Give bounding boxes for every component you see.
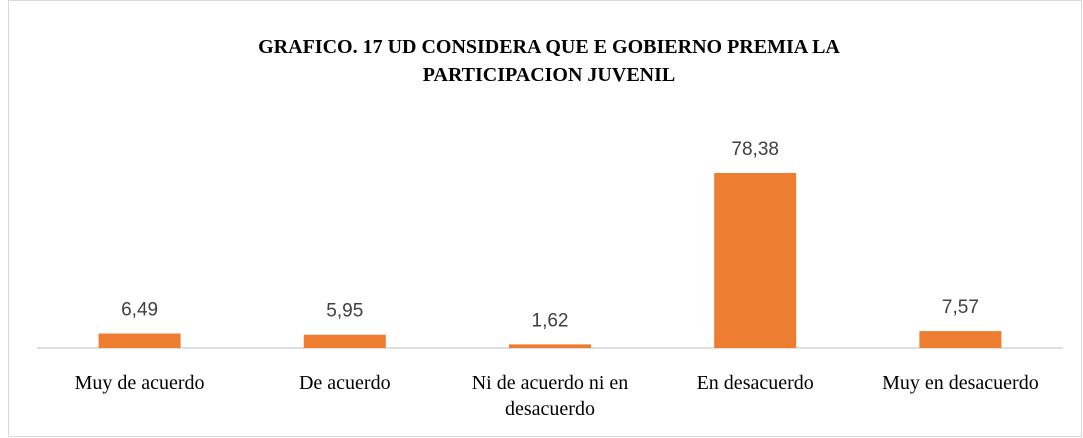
chart-frame [8, 0, 1082, 437]
data-label: 1,62 [532, 310, 569, 331]
data-label: 5,95 [326, 301, 363, 322]
x-tick-label: Muy en desacuerdo [882, 372, 1039, 394]
x-tick-label: De acuerdo [298, 372, 391, 394]
x-tick-label: En desacuerdo [696, 372, 814, 394]
data-label: 6,49 [121, 300, 158, 321]
x-tick-label: Muy de acuerdo [74, 372, 205, 394]
data-label: 7,57 [942, 297, 979, 318]
chart-title: GRAFICO. 17 UD CONSIDERA QUE E GOBIERNO … [258, 36, 840, 86]
data-label: 78,38 [731, 139, 779, 160]
bar [303, 334, 386, 348]
bar [509, 344, 591, 348]
bar [919, 331, 1002, 348]
bar [98, 333, 181, 348]
bar [714, 172, 797, 348]
x-tick-label: Ni de acuerdo ni en desacuerdo [471, 372, 629, 420]
